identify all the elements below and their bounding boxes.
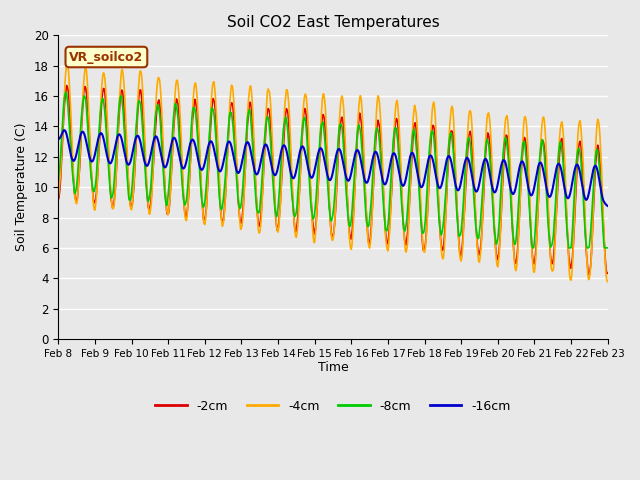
-2cm (176, 120, 184, 126)
-2cm (325, 197, 333, 203)
-8cm (54, 178, 62, 184)
-8cm (604, 245, 611, 251)
-8cm (379, 188, 387, 193)
-2cm (554, 177, 562, 183)
-4cm (433, 147, 440, 153)
-8cm (62, 89, 70, 95)
Line: -16cm: -16cm (58, 130, 607, 206)
-8cm (200, 204, 207, 210)
-4cm (325, 195, 333, 201)
-2cm (63, 83, 70, 88)
Legend: -2cm, -4cm, -8cm, -16cm: -2cm, -4cm, -8cm, -16cm (150, 395, 516, 418)
-16cm (200, 165, 207, 171)
-16cm (379, 177, 387, 182)
-2cm (379, 171, 387, 177)
Y-axis label: Soil Temperature (C): Soil Temperature (C) (15, 123, 28, 252)
-8cm (433, 180, 440, 185)
Text: VR_soilco2: VR_soilco2 (69, 50, 143, 63)
-8cm (325, 204, 333, 210)
-16cm (604, 203, 611, 209)
-4cm (176, 103, 184, 108)
Title: Soil CO2 East Temperatures: Soil CO2 East Temperatures (227, 15, 439, 30)
-4cm (63, 61, 71, 67)
-16cm (325, 177, 333, 183)
-2cm (433, 164, 440, 169)
-4cm (554, 166, 562, 172)
X-axis label: Time: Time (317, 361, 348, 374)
-4cm (54, 194, 62, 200)
-2cm (54, 197, 62, 203)
-2cm (200, 214, 207, 219)
Line: -4cm: -4cm (58, 64, 607, 282)
-16cm (176, 155, 184, 160)
-4cm (379, 161, 387, 167)
-4cm (200, 214, 207, 220)
-8cm (555, 147, 563, 153)
-8cm (529, 245, 537, 251)
-8cm (176, 140, 184, 146)
-16cm (61, 127, 68, 133)
-2cm (586, 273, 593, 278)
-4cm (604, 279, 611, 285)
-16cm (554, 161, 562, 167)
Line: -2cm: -2cm (58, 85, 607, 276)
Line: -8cm: -8cm (58, 92, 607, 248)
-16cm (54, 136, 62, 142)
-2cm (604, 271, 611, 276)
-16cm (433, 177, 440, 183)
